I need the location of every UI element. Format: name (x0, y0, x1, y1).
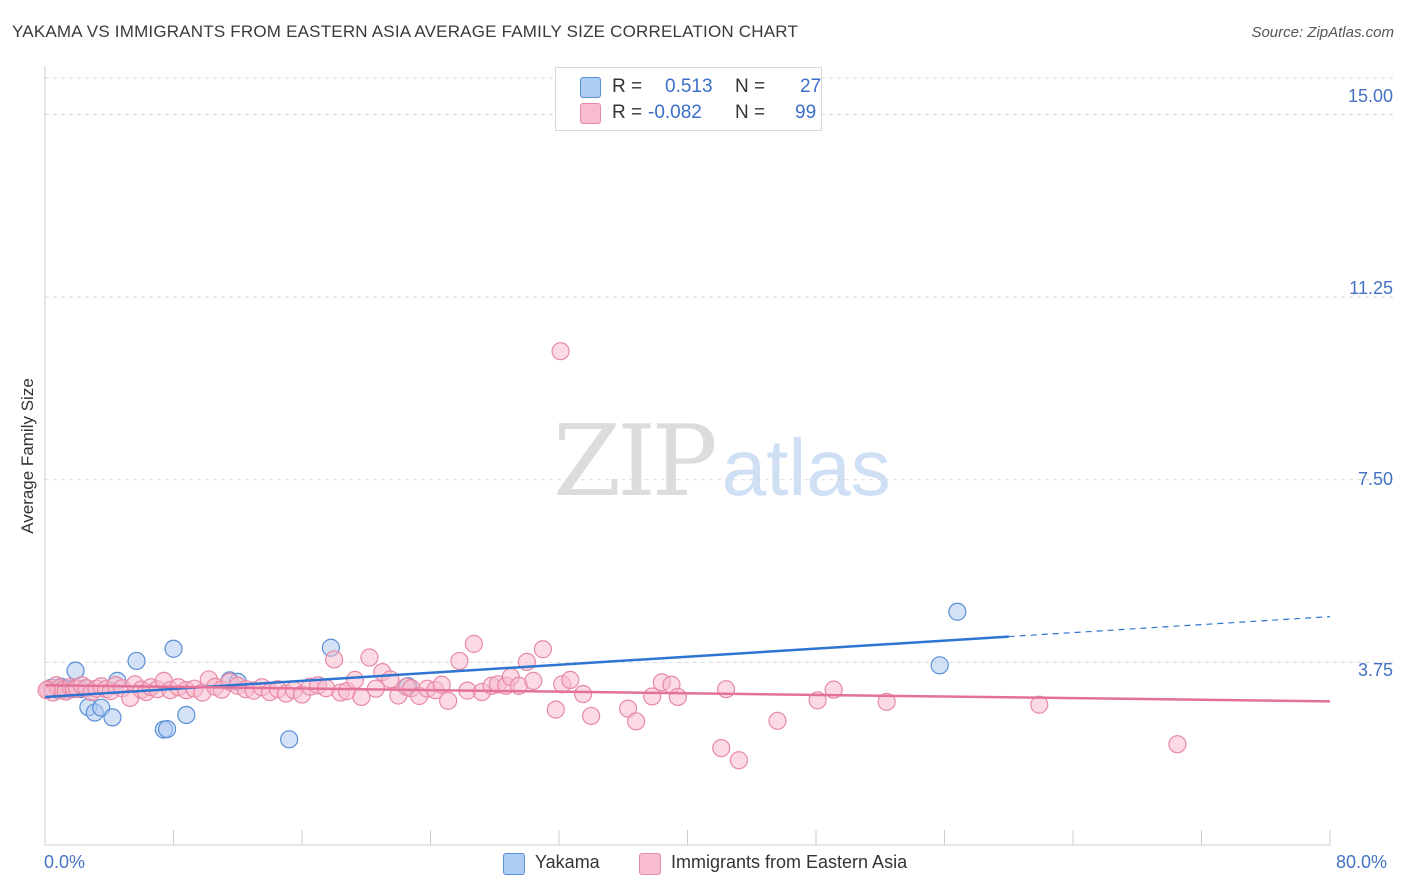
y-tick-label: 15.00 (1347, 86, 1393, 106)
n-label: N = (735, 102, 766, 123)
legend-label: Immigrants from Eastern Asia (671, 852, 908, 872)
immigrant-point (877, 692, 896, 711)
watermark-atlas: atlas (721, 423, 891, 512)
yakama-point (127, 651, 146, 671)
yakama-point (280, 730, 299, 749)
immigrant-trend-line (44, 684, 1331, 703)
immigrant-point (533, 640, 553, 659)
immigrants-swatch (580, 103, 601, 124)
immigrant-point (325, 650, 344, 669)
watermark-zip: ZIP (553, 405, 718, 519)
watermark: ZIP atlas (553, 405, 891, 519)
stats-legend: R = 0.513 N = 27 R = -0.082 N = 99 (555, 67, 822, 131)
immigrant-point (450, 651, 469, 671)
r-label: R = (612, 102, 643, 123)
immigrant-point (439, 691, 458, 710)
yakama-swatch (580, 77, 601, 98)
immigrant-point (381, 670, 400, 689)
r-value: 0.513 (665, 76, 713, 97)
n-label: N = (735, 76, 766, 97)
n-value: 99 (795, 102, 817, 123)
n-value: 27 (800, 76, 822, 97)
y-tick-label: 11.25 (1349, 278, 1393, 298)
immigrant-point (729, 751, 749, 770)
series-legend: Yakama Immigrants from Eastern Asia (0, 851, 1406, 877)
immigrant-point (345, 670, 365, 690)
immigrant-point (668, 687, 687, 707)
immigrant-point (573, 684, 593, 704)
immigrant-point (360, 648, 379, 667)
yakama-point (157, 719, 177, 739)
immigrant-point (626, 712, 646, 731)
r-value: -0.082 (648, 102, 702, 123)
immigrant-point (464, 634, 483, 653)
y-axis-label: Average Family Size (18, 378, 37, 534)
yakama-point (164, 639, 183, 658)
yakama-point (948, 602, 967, 621)
immigrants-legend-swatch (639, 853, 661, 875)
immigrant-point (768, 711, 787, 730)
legend-label: Yakama (535, 852, 600, 872)
chart-title: YAKAMA VS IMMIGRANTS FROM EASTERN ASIA A… (12, 22, 799, 41)
r-label: R = (612, 76, 643, 97)
y-tick-label: 3.75 (1357, 660, 1393, 680)
yakama-point (177, 705, 196, 725)
immigrant-point (712, 738, 731, 758)
x-tick-label: 0.0% (44, 852, 86, 872)
immigrant-point (582, 706, 601, 726)
yakama-legend-swatch (503, 853, 525, 875)
immigrant-point (1030, 695, 1049, 714)
yakama-trend-extension (1008, 616, 1331, 638)
immigrant-point (551, 342, 570, 361)
yakama-point (930, 656, 949, 675)
immigrant-point (524, 671, 543, 690)
yakama-point (103, 708, 122, 727)
immigrant-point (561, 670, 580, 690)
immigrant-point (546, 700, 565, 719)
source-label: Source: ZipAtlas.com (1251, 24, 1394, 41)
y-tick-label: 7.50 (1357, 469, 1393, 489)
immigrant-point (716, 680, 736, 699)
x-tick-label: 80.0% (1336, 852, 1388, 872)
immigrant-point (1168, 735, 1187, 754)
